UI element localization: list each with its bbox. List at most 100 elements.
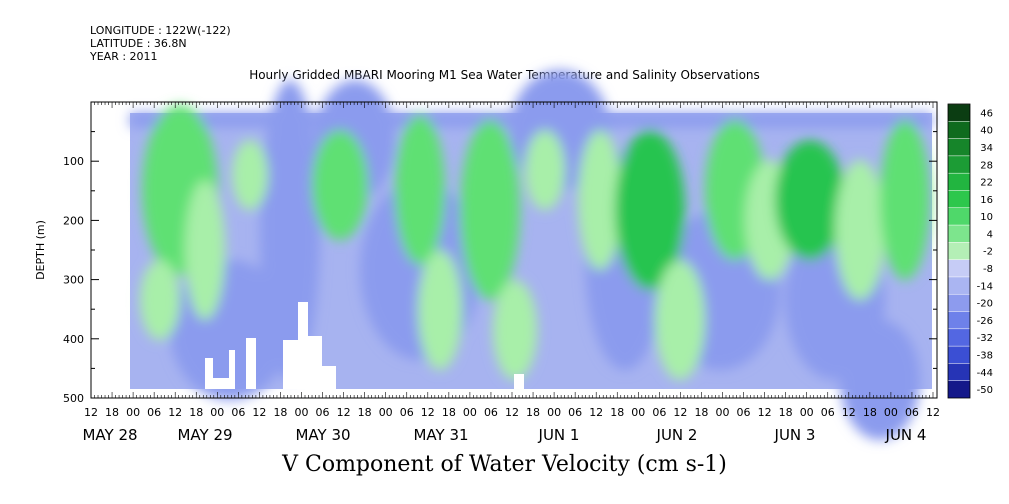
- colorbar-swatch: [948, 190, 970, 208]
- colorbar-label: 46: [980, 108, 993, 119]
- x-hour-tick-label: 06: [316, 406, 330, 419]
- colorbar-label: 10: [980, 212, 993, 223]
- x-hour-tick-label: 12: [673, 406, 687, 419]
- colorbar-label: 28: [980, 160, 993, 171]
- x-day-label: JUN 3: [774, 426, 816, 444]
- x-hour-tick-label: 18: [694, 406, 708, 419]
- colorbar-swatch: [948, 259, 970, 277]
- x-day-label: JUN 1: [538, 426, 580, 444]
- positive-velocity-plume: [395, 115, 445, 265]
- axes: 12 18 00 06 12 18 00 06 12 18 00 06 12 18 00 06 12 18 00 06…: [34, 101, 940, 444]
- x-hour-tick-label: 18: [358, 406, 372, 419]
- positive-velocity-plume: [880, 120, 930, 280]
- positive-velocity-plume: [418, 250, 462, 370]
- colorbar-label: -44: [977, 368, 993, 379]
- x-hour-tick-label: 18: [189, 406, 203, 419]
- x-day-label: JUN 2: [656, 426, 698, 444]
- colorbar-swatch: [948, 225, 970, 243]
- positive-velocity-plume: [615, 130, 685, 290]
- x-hour-tick-label: 12: [589, 406, 603, 419]
- colorbar-swatch: [948, 294, 970, 312]
- x-hour-tick-label: 18: [779, 406, 793, 419]
- variable-title: V Component of Water Velocity (cm s-1): [282, 452, 727, 477]
- positive-velocity-plume: [460, 120, 520, 300]
- x-hour-tick-label: 06: [484, 406, 498, 419]
- x-hour-tick-label: 12: [926, 406, 940, 419]
- x-hour-tick-label: 06: [821, 406, 835, 419]
- positive-velocity-plume: [655, 260, 705, 380]
- colorbar-swatch: [948, 276, 970, 295]
- missing-data-region: [229, 350, 235, 389]
- year-label: YEAR : 2011: [90, 50, 158, 63]
- colorbar-swatch: [948, 173, 970, 191]
- latitude-label: LATITUDE : 36.8N: [90, 37, 187, 50]
- x-hour-tick-label: 18: [105, 406, 119, 419]
- colorbar-swatch: [948, 346, 970, 364]
- x-hour-tick-label: 12: [421, 406, 435, 419]
- x-hour-tick-label: 18: [273, 406, 287, 419]
- colorbar-label: -38: [977, 350, 993, 361]
- y-tick-label: 100: [63, 155, 84, 168]
- colorbar-swatch: [948, 363, 970, 381]
- colorbar-frame: [947, 103, 971, 399]
- x-hour-tick-label: 12: [758, 406, 772, 419]
- colorbar-label: -14: [977, 281, 993, 292]
- x-day-label: JUN 4: [885, 426, 927, 444]
- missing-data-region: [205, 358, 213, 389]
- missing-data-region: [213, 378, 231, 389]
- x-hour-tick-label: 12: [337, 406, 351, 419]
- heatmap-blobs: [130, 70, 932, 440]
- colorbar-swatch: [948, 138, 970, 156]
- x-day-label: MAY 28: [82, 426, 137, 444]
- x-hour-tick-label: 18: [526, 406, 540, 419]
- positive-velocity-plume: [578, 130, 622, 270]
- x-hour-tick-label: 06: [147, 406, 161, 419]
- colorbar-label: 40: [980, 126, 993, 137]
- longitude-label: LONGITUDE : 122W(-122): [90, 24, 231, 37]
- colorbar-swatch: [948, 242, 970, 260]
- x-hour-tick-label: 00: [210, 406, 224, 419]
- x-hour-tick-label: 12: [252, 406, 266, 419]
- colorbar: 46 40 34 28 22 16 10 4 -2 -8 -14 -20 -26 -32 -38 -44 -50: [947, 103, 993, 399]
- colorbar-label: 4: [987, 229, 993, 240]
- heatmap-field: [130, 70, 932, 440]
- x-hour-tick-label: 06: [652, 406, 666, 419]
- x-hour-tick-label: 06: [231, 406, 245, 419]
- chart-title: Hourly Gridded MBARI Mooring M1 Sea Wate…: [249, 68, 760, 82]
- colorbar-label: -26: [977, 316, 993, 327]
- x-hour-tick-label: 06: [737, 406, 751, 419]
- colorbar-swatch: [948, 104, 970, 122]
- colorbar-label: -32: [977, 333, 993, 344]
- positive-velocity-plume: [185, 180, 225, 320]
- x-day-label: MAY 31: [413, 426, 468, 444]
- x-hour-tick-label: 00: [884, 406, 898, 419]
- x-hour-tick-label: 12: [84, 406, 98, 419]
- positive-velocity-plume: [835, 160, 885, 300]
- x-hour-tick-label: 12: [505, 406, 519, 419]
- missing-data-region: [283, 340, 299, 389]
- colorbar-swatch: [948, 380, 970, 398]
- y-tick-label: 300: [63, 274, 84, 287]
- colorbar-label: -8: [983, 264, 993, 275]
- negative-velocity-patch: [840, 320, 920, 440]
- colorbar-swatch: [948, 207, 970, 226]
- missing-data-region: [514, 374, 524, 389]
- x-hour-tick-label: 06: [400, 406, 414, 419]
- x-hour-tick-label: 00: [631, 406, 645, 419]
- positive-velocity-plume: [493, 280, 537, 380]
- x-hour-tick-label: 00: [463, 406, 477, 419]
- x-hour-tick-label: 00: [379, 406, 393, 419]
- x-hour-tick-label: 06: [905, 406, 919, 419]
- missing-data-region: [322, 366, 336, 389]
- x-hour-tick-label: 00: [295, 406, 309, 419]
- colorbar-swatch: [948, 155, 970, 174]
- x-hour-tick-label: 18: [610, 406, 624, 419]
- colorbar-swatch: [948, 311, 970, 329]
- colorbar-swatch: [948, 328, 970, 347]
- negative-velocity-patch: [260, 80, 320, 380]
- x-hour-tick-label: 12: [842, 406, 856, 419]
- missing-data-region: [246, 338, 256, 389]
- colorbar-label: -2: [983, 247, 993, 258]
- x-hour-tick-label: 00: [716, 406, 730, 419]
